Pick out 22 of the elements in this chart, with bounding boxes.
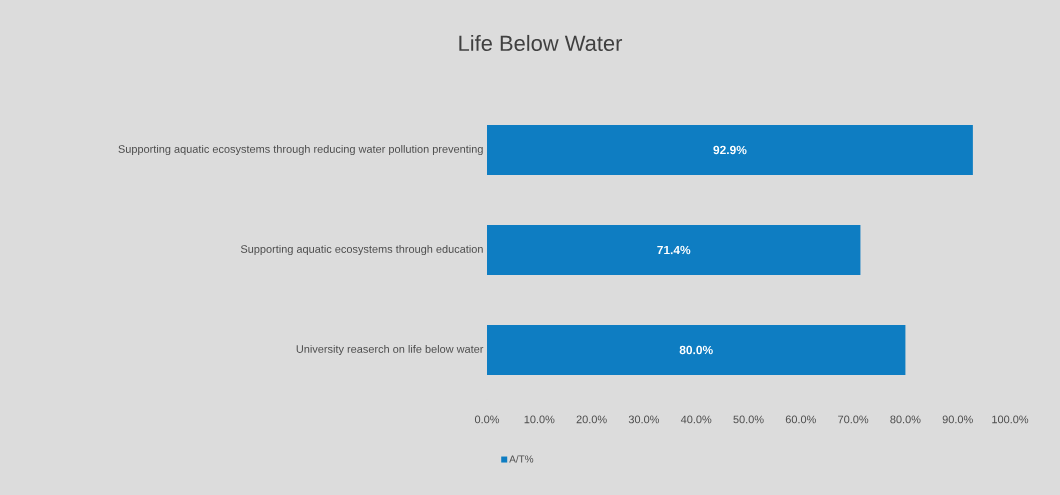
x-tick-label: 40.0% <box>680 415 712 424</box>
data-label: 71.4% <box>657 245 691 255</box>
x-tick-label: 10.0% <box>524 415 555 424</box>
y-tick-label: Supporting aquatic ecosystems through reducing water pollution preventing <box>118 144 483 156</box>
x-tick-label: 70.0% <box>838 415 869 424</box>
x-tick-label: 60.0% <box>785 415 816 424</box>
legend-label: A/T% <box>509 455 534 463</box>
y-tick-label: University reaserch on life below water <box>296 344 484 356</box>
bar <box>487 324 906 375</box>
chart-title: Life Below Water <box>459 34 623 52</box>
bar <box>487 124 973 175</box>
x-tick-label: 20.0% <box>576 415 607 424</box>
x-tick-label: 30.0% <box>628 415 660 424</box>
x-tick-label: 100.0% <box>992 415 1029 424</box>
bar <box>487 224 861 275</box>
data-label: 80.0% <box>679 345 713 355</box>
x-tick-label: 0.0% <box>474 415 500 424</box>
x-tick-label: 50.0% <box>733 415 764 424</box>
data-label: 92.9% <box>713 145 747 155</box>
y-tick-label: Supporting aquatic ecosystems through education <box>240 244 483 256</box>
x-tick-label: 80.0% <box>890 415 921 424</box>
x-tick-label: 90.0% <box>942 415 973 424</box>
